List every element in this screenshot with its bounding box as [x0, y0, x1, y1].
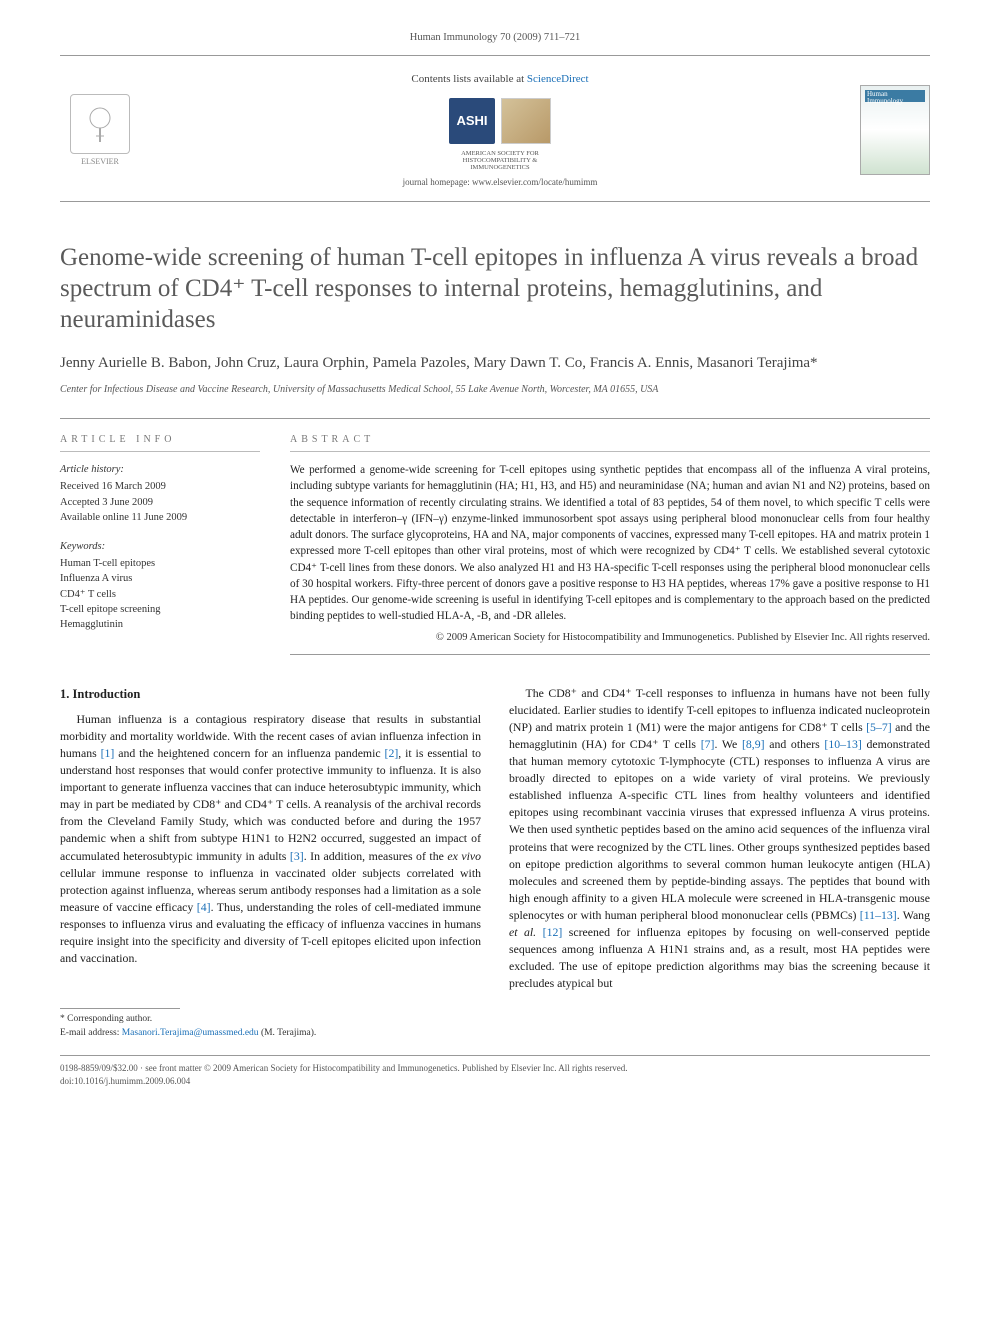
citation-link[interactable]: [12]	[543, 925, 563, 939]
intro-para-2: The CD8⁺ and CD4⁺ T-cell responses to in…	[509, 685, 930, 993]
online-date: Available online 11 June 2009	[60, 510, 260, 525]
email-owner: (M. Terajima).	[261, 1028, 316, 1038]
history-label: Article history:	[60, 462, 260, 477]
article-info-column: ARTICLE INFO Article history: Received 1…	[60, 433, 260, 655]
keyword: Human T-cell epitopes	[60, 556, 260, 571]
masthead-center: Contents lists available at ScienceDirec…	[140, 72, 860, 188]
text: . Wang	[897, 908, 930, 922]
text: . We	[714, 737, 742, 751]
footer-doi: doi:10.1016/j.humimm.2009.06.004	[60, 1075, 930, 1088]
elsevier-tree-icon	[70, 94, 130, 154]
received-date: Received 16 March 2009	[60, 479, 260, 494]
affiliation: Center for Infectious Disease and Vaccin…	[60, 383, 930, 398]
corresponding-author: * Corresponding author.	[60, 1013, 930, 1027]
text: , it is essential to understand host res…	[60, 746, 481, 863]
footnotes: * Corresponding author. E-mail address: …	[60, 1013, 930, 1041]
copyright: © 2009 American Society for Histocompati…	[290, 630, 930, 645]
intro-heading: 1. Introduction	[60, 685, 481, 703]
abstract-text: We performed a genome-wide screening for…	[290, 462, 930, 624]
masthead: ELSEVIER Contents lists available at Sci…	[60, 64, 930, 201]
intro-para-1: Human influenza is a contagious respirat…	[60, 711, 481, 967]
article-title: Genome-wide screening of human T-cell ep…	[60, 242, 930, 336]
article-history: Article history: Received 16 March 2009 …	[60, 462, 260, 525]
text: and the heightened concern for an influe…	[114, 746, 384, 760]
ashi-logo: ASHI	[449, 98, 495, 144]
abstract-bottom-rule	[290, 654, 930, 655]
keywords-label: Keywords:	[60, 539, 260, 554]
email-link[interactable]: Masanori.Terajima@umassmed.edu	[122, 1028, 259, 1038]
sciencedirect-link[interactable]: ScienceDirect	[527, 73, 589, 85]
keywords-block: Keywords: Human T-cell epitopes Influenz…	[60, 539, 260, 632]
footer-copyright: 0198-8859/09/$32.00 · see front matter ©…	[60, 1062, 930, 1075]
ashi-art-icon	[501, 98, 551, 144]
ashi-fullname: AMERICAN SOCIETY FOR HISTOCOMPATIBILITY …	[140, 150, 860, 171]
citation-link[interactable]: [11–13]	[860, 908, 897, 922]
footnote-rule	[60, 1008, 180, 1009]
elsevier-wordmark: ELSEVIER	[81, 156, 119, 168]
authors: Jenny Aurielle B. Babon, John Cruz, Laur…	[60, 353, 930, 375]
citation-link[interactable]: [10–13]	[824, 737, 861, 751]
text: demonstrated that human memory cytotoxic…	[509, 737, 930, 922]
top-rule	[60, 55, 930, 56]
citation-link[interactable]: [1]	[101, 746, 115, 760]
keyword: Hemagglutinin	[60, 617, 260, 632]
italic-term: ex vivo	[447, 849, 481, 863]
citation-link[interactable]: [7]	[701, 737, 715, 751]
citation-link[interactable]: [8,9]	[742, 737, 765, 751]
text: and others	[765, 737, 825, 751]
citation-link[interactable]: [5–7]	[866, 720, 892, 734]
journal-cover-thumb: Human Immunology	[860, 85, 930, 175]
abstract-label: ABSTRACT	[290, 433, 930, 453]
body-columns: 1. Introduction Human influenza is a con…	[60, 685, 930, 993]
cover-title: Human Immunology	[867, 91, 923, 105]
keyword: T-cell epitope screening	[60, 602, 260, 617]
citation-link[interactable]: [4]	[197, 900, 211, 914]
info-abstract-block: ARTICLE INFO Article history: Received 1…	[60, 418, 930, 655]
article-info-label: ARTICLE INFO	[60, 433, 260, 453]
running-head: Human Immunology 70 (2009) 711–721	[60, 30, 930, 45]
page-footer: 0198-8859/09/$32.00 · see front matter ©…	[60, 1055, 930, 1088]
text: screened for influenza epitopes by focus…	[509, 925, 930, 990]
keyword: Influenza A virus	[60, 571, 260, 586]
citation-link[interactable]: [2]	[385, 746, 399, 760]
citation-link[interactable]: [3]	[290, 849, 304, 863]
accepted-date: Accepted 3 June 2009	[60, 495, 260, 510]
contents-label: Contents lists available at	[411, 73, 524, 85]
text: . In addition, measures of the	[304, 849, 448, 863]
elsevier-logo: ELSEVIER	[60, 85, 140, 175]
abstract-column: ABSTRACT We performed a genome-wide scre…	[290, 433, 930, 655]
keyword: CD4⁺ T cells	[60, 587, 260, 602]
journal-homepage[interactable]: journal homepage: www.elsevier.com/locat…	[140, 176, 860, 189]
italic-term: et al.	[509, 925, 536, 939]
email-label: E-mail address:	[60, 1028, 119, 1038]
